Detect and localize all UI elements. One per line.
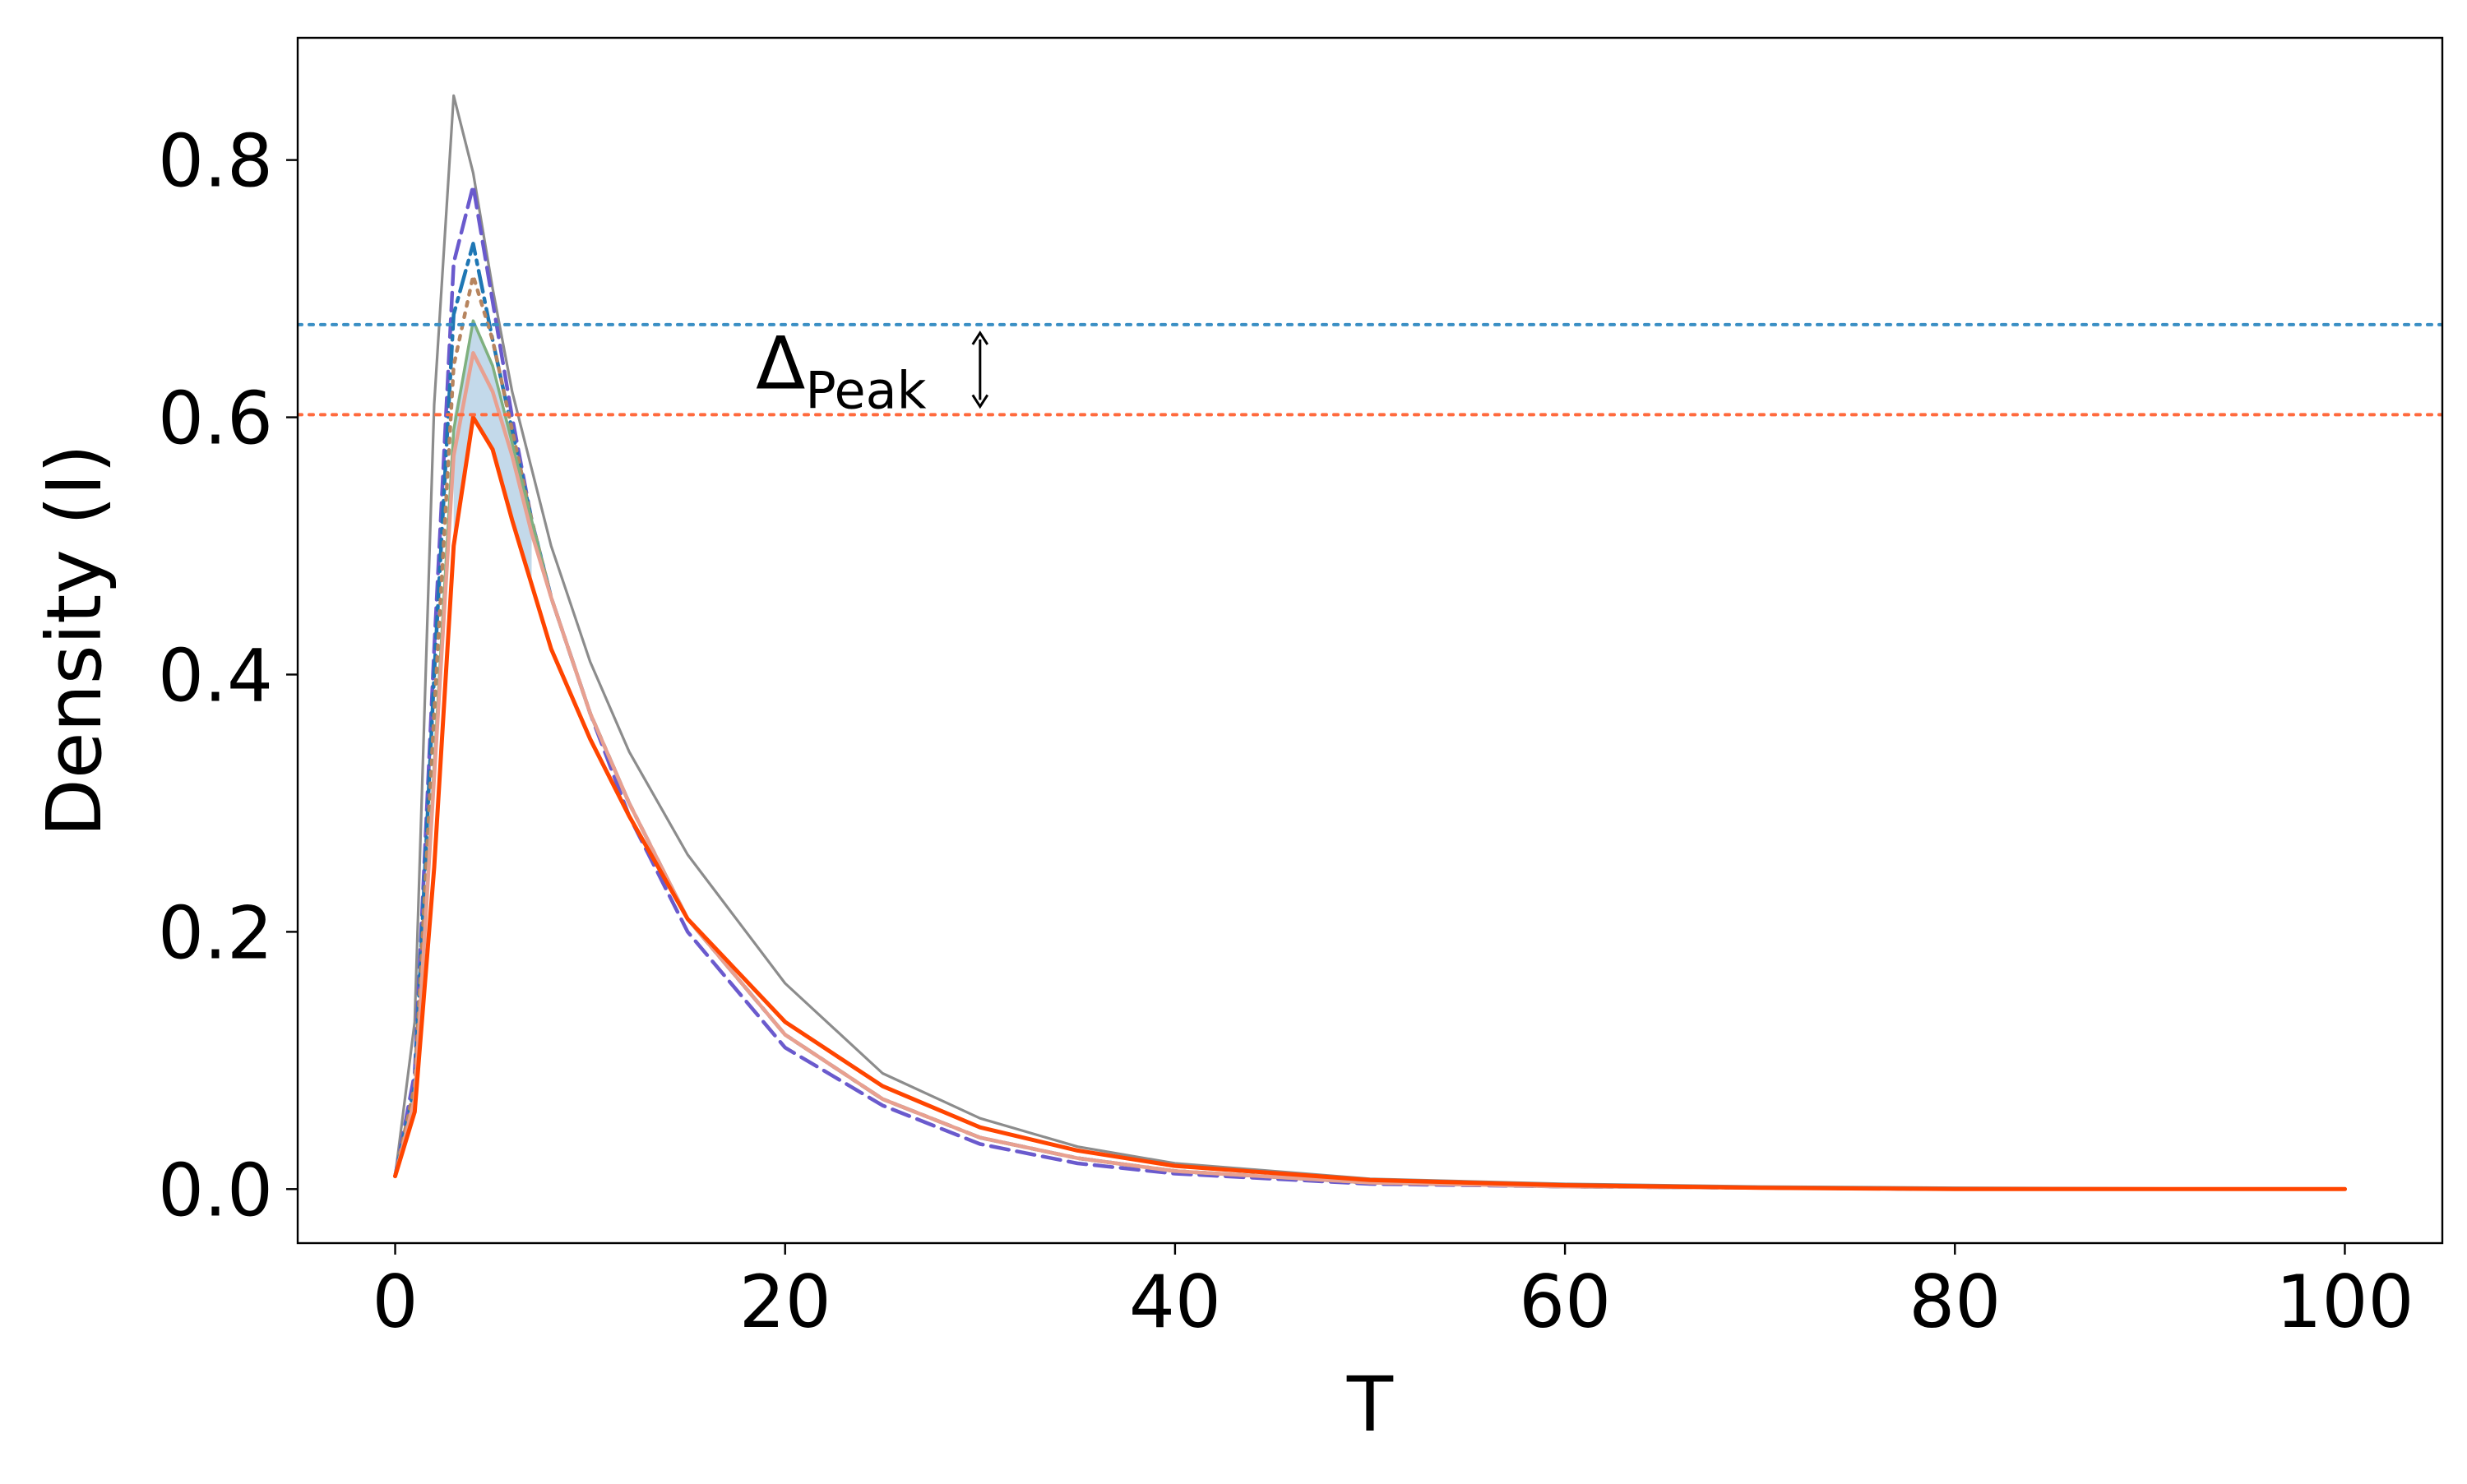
x-tick-label: 80: [1909, 1260, 2001, 1344]
y-tick-label: 0.0: [158, 1148, 273, 1232]
y-tick-label: 0.6: [158, 377, 273, 461]
y-axis-label: Density (I): [30, 444, 118, 837]
series-line-5: [393, 319, 2347, 1191]
series-line-2: [393, 183, 2347, 1191]
series-line-4: [393, 274, 2347, 1191]
x-tick-label: 40: [1129, 1260, 1221, 1344]
x-axis-label: T: [1346, 1361, 1394, 1449]
reference-lines-group: [298, 322, 2442, 417]
series-line-7: [393, 415, 2347, 1191]
x-tick-label: 0: [373, 1260, 419, 1344]
y-tick-label: 0.2: [158, 890, 273, 975]
x-tick-label: 100: [2275, 1260, 2414, 1344]
x-tick-label: 60: [1519, 1260, 1611, 1344]
y-tick-label: 0.8: [158, 119, 273, 204]
peak-arrow-head-up: [971, 331, 989, 345]
plot-frame: [296, 36, 2444, 1245]
y-axis: 0.0 0.2 0.4 0.6 0.8: [158, 119, 298, 1232]
delta-symbol: Δ: [756, 321, 805, 405]
series-line-6: [393, 351, 2347, 1191]
x-tick-label: 20: [739, 1260, 831, 1344]
peak-annotation: ΔPeak: [756, 321, 989, 420]
series-line-3: [393, 242, 2347, 1191]
delta-subscript: Peak: [805, 360, 926, 420]
y-tick-label: 0.4: [158, 633, 273, 718]
x-axis: 0 20 40 60 80 100: [373, 1243, 2414, 1344]
series-group: [393, 94, 2347, 1191]
series-line-1: [393, 94, 2347, 1190]
peak-arrow-head-down: [971, 394, 989, 409]
peak-delta-label: ΔPeak: [756, 321, 927, 420]
